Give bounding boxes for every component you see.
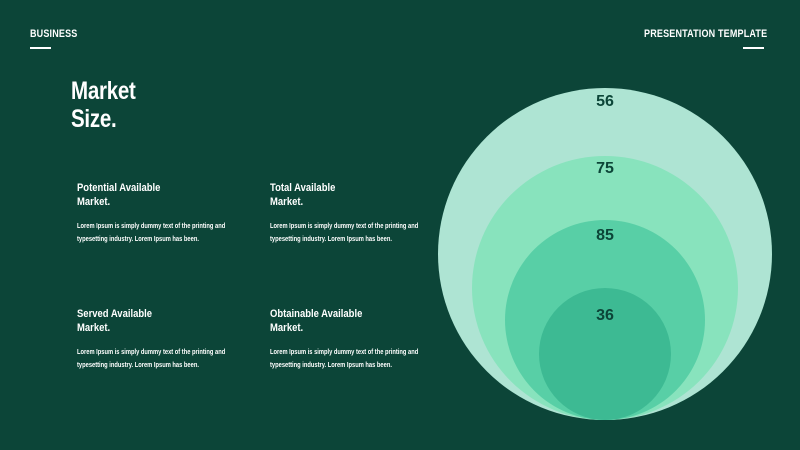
info-block-title: Total Available Market. xyxy=(270,181,421,209)
circle-inner xyxy=(539,288,671,420)
info-block-body-line1: Lorem Ipsum is simply dummy text of the … xyxy=(270,347,419,356)
info-block-title-line2: Market. xyxy=(77,322,111,334)
info-block-title-line1: Potential Available xyxy=(77,182,161,194)
info-block-body-line1: Lorem Ipsum is simply dummy text of the … xyxy=(270,221,419,230)
brand-underline xyxy=(30,47,51,49)
info-block-body: Lorem Ipsum is simply dummy text of the … xyxy=(270,345,426,371)
circle-third-value: 85 xyxy=(596,227,614,244)
circle-outer-value: 56 xyxy=(596,93,614,110)
info-block-title-line1: Obtainable Available xyxy=(270,308,363,320)
brand-label: BUSINESS xyxy=(30,28,78,40)
info-block-body: Lorem Ipsum is simply dummy text of the … xyxy=(270,219,426,245)
info-block-title: Served Available Market. xyxy=(77,307,228,335)
info-block-title: Obtainable Available Market. xyxy=(270,307,421,335)
info-block-potential-available-market: Potential Available Market. Lorem Ipsum … xyxy=(77,181,252,245)
info-block-total-available-market: Total Available Market. Lorem Ipsum is s… xyxy=(270,181,445,245)
info-block-title: Potential Available Market. xyxy=(77,181,228,209)
template-label: PRESENTATION TEMPLATE xyxy=(643,28,767,40)
info-block-title-line1: Total Available xyxy=(270,182,336,194)
template-underline xyxy=(743,47,764,49)
info-block-body: Lorem Ipsum is simply dummy text of the … xyxy=(77,219,233,245)
slide-title: Market Size. xyxy=(71,77,136,133)
slide-title-line2: Size. xyxy=(71,105,117,133)
info-block-obtainable-available-market: Obtainable Available Market. Lorem Ipsum… xyxy=(270,307,445,371)
info-block-served-available-market: Served Available Market. Lorem Ipsum is … xyxy=(77,307,252,371)
info-block-body-line2: typesetting industry. Lorem Ipsum has be… xyxy=(77,360,199,369)
info-block-body-line1: Lorem Ipsum is simply dummy text of the … xyxy=(77,221,226,230)
info-block-body: Lorem Ipsum is simply dummy text of the … xyxy=(77,345,233,371)
info-block-title-line2: Market. xyxy=(77,196,111,208)
info-block-title-line1: Served Available xyxy=(77,308,153,320)
info-block-body-line1: Lorem Ipsum is simply dummy text of the … xyxy=(77,347,226,356)
info-block-body-line2: typesetting industry. Lorem Ipsum has be… xyxy=(270,234,392,243)
info-block-body-line2: typesetting industry. Lorem Ipsum has be… xyxy=(77,234,199,243)
circle-inner-value: 36 xyxy=(596,307,614,324)
slide-title-line1: Market xyxy=(71,77,136,105)
info-block-title-line2: Market. xyxy=(270,196,304,208)
info-block-title-line2: Market. xyxy=(270,322,304,334)
info-block-body-line2: typesetting industry. Lorem Ipsum has be… xyxy=(270,360,392,369)
circle-second-value: 75 xyxy=(596,160,614,177)
